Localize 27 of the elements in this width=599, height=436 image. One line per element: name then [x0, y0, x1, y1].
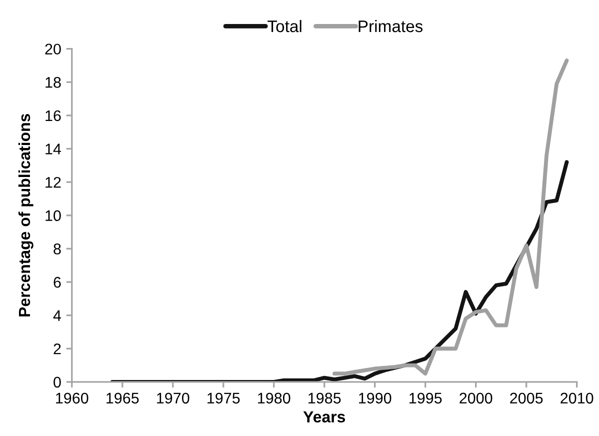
- y-tick-label: 6: [54, 276, 61, 288]
- y-tick-label: 0: [54, 376, 61, 388]
- y-tick-label: 18: [46, 77, 61, 88]
- legend-label: Total: [268, 20, 302, 32]
- y-axis-title: Percentage of publications: [18, 114, 34, 316]
- x-tick-label: 1990: [359, 392, 392, 404]
- y-tick-label: 8: [54, 244, 61, 254]
- x-tick-label: 1995: [410, 392, 442, 404]
- x-tick-label: 2000: [460, 392, 492, 404]
- y-tick-label: 4: [53, 310, 62, 321]
- x-tick-label: 1970: [157, 392, 190, 404]
- x-tick-label: 1975: [208, 392, 240, 404]
- legend-label: Primates: [358, 20, 423, 32]
- x-tick-label: 1965: [106, 392, 139, 404]
- x-axis-title: Years: [303, 411, 346, 422]
- y-tick-label: 10: [46, 210, 61, 222]
- y-tick-label: 14: [46, 144, 62, 154]
- x-tick-label: 1985: [308, 392, 341, 404]
- x-tick-label: 1960: [56, 392, 88, 404]
- y-tick-label: 20: [45, 44, 61, 55]
- y-tick-label: 2: [54, 343, 61, 354]
- x-tick-label: 2010: [560, 392, 594, 404]
- y-tick-label: 16: [46, 110, 61, 122]
- x-tick-label: 1980: [258, 392, 290, 404]
- y-tick-label: 12: [46, 176, 61, 188]
- x-tick-label: 2005: [510, 392, 543, 404]
- line-series: [332, 58, 569, 376]
